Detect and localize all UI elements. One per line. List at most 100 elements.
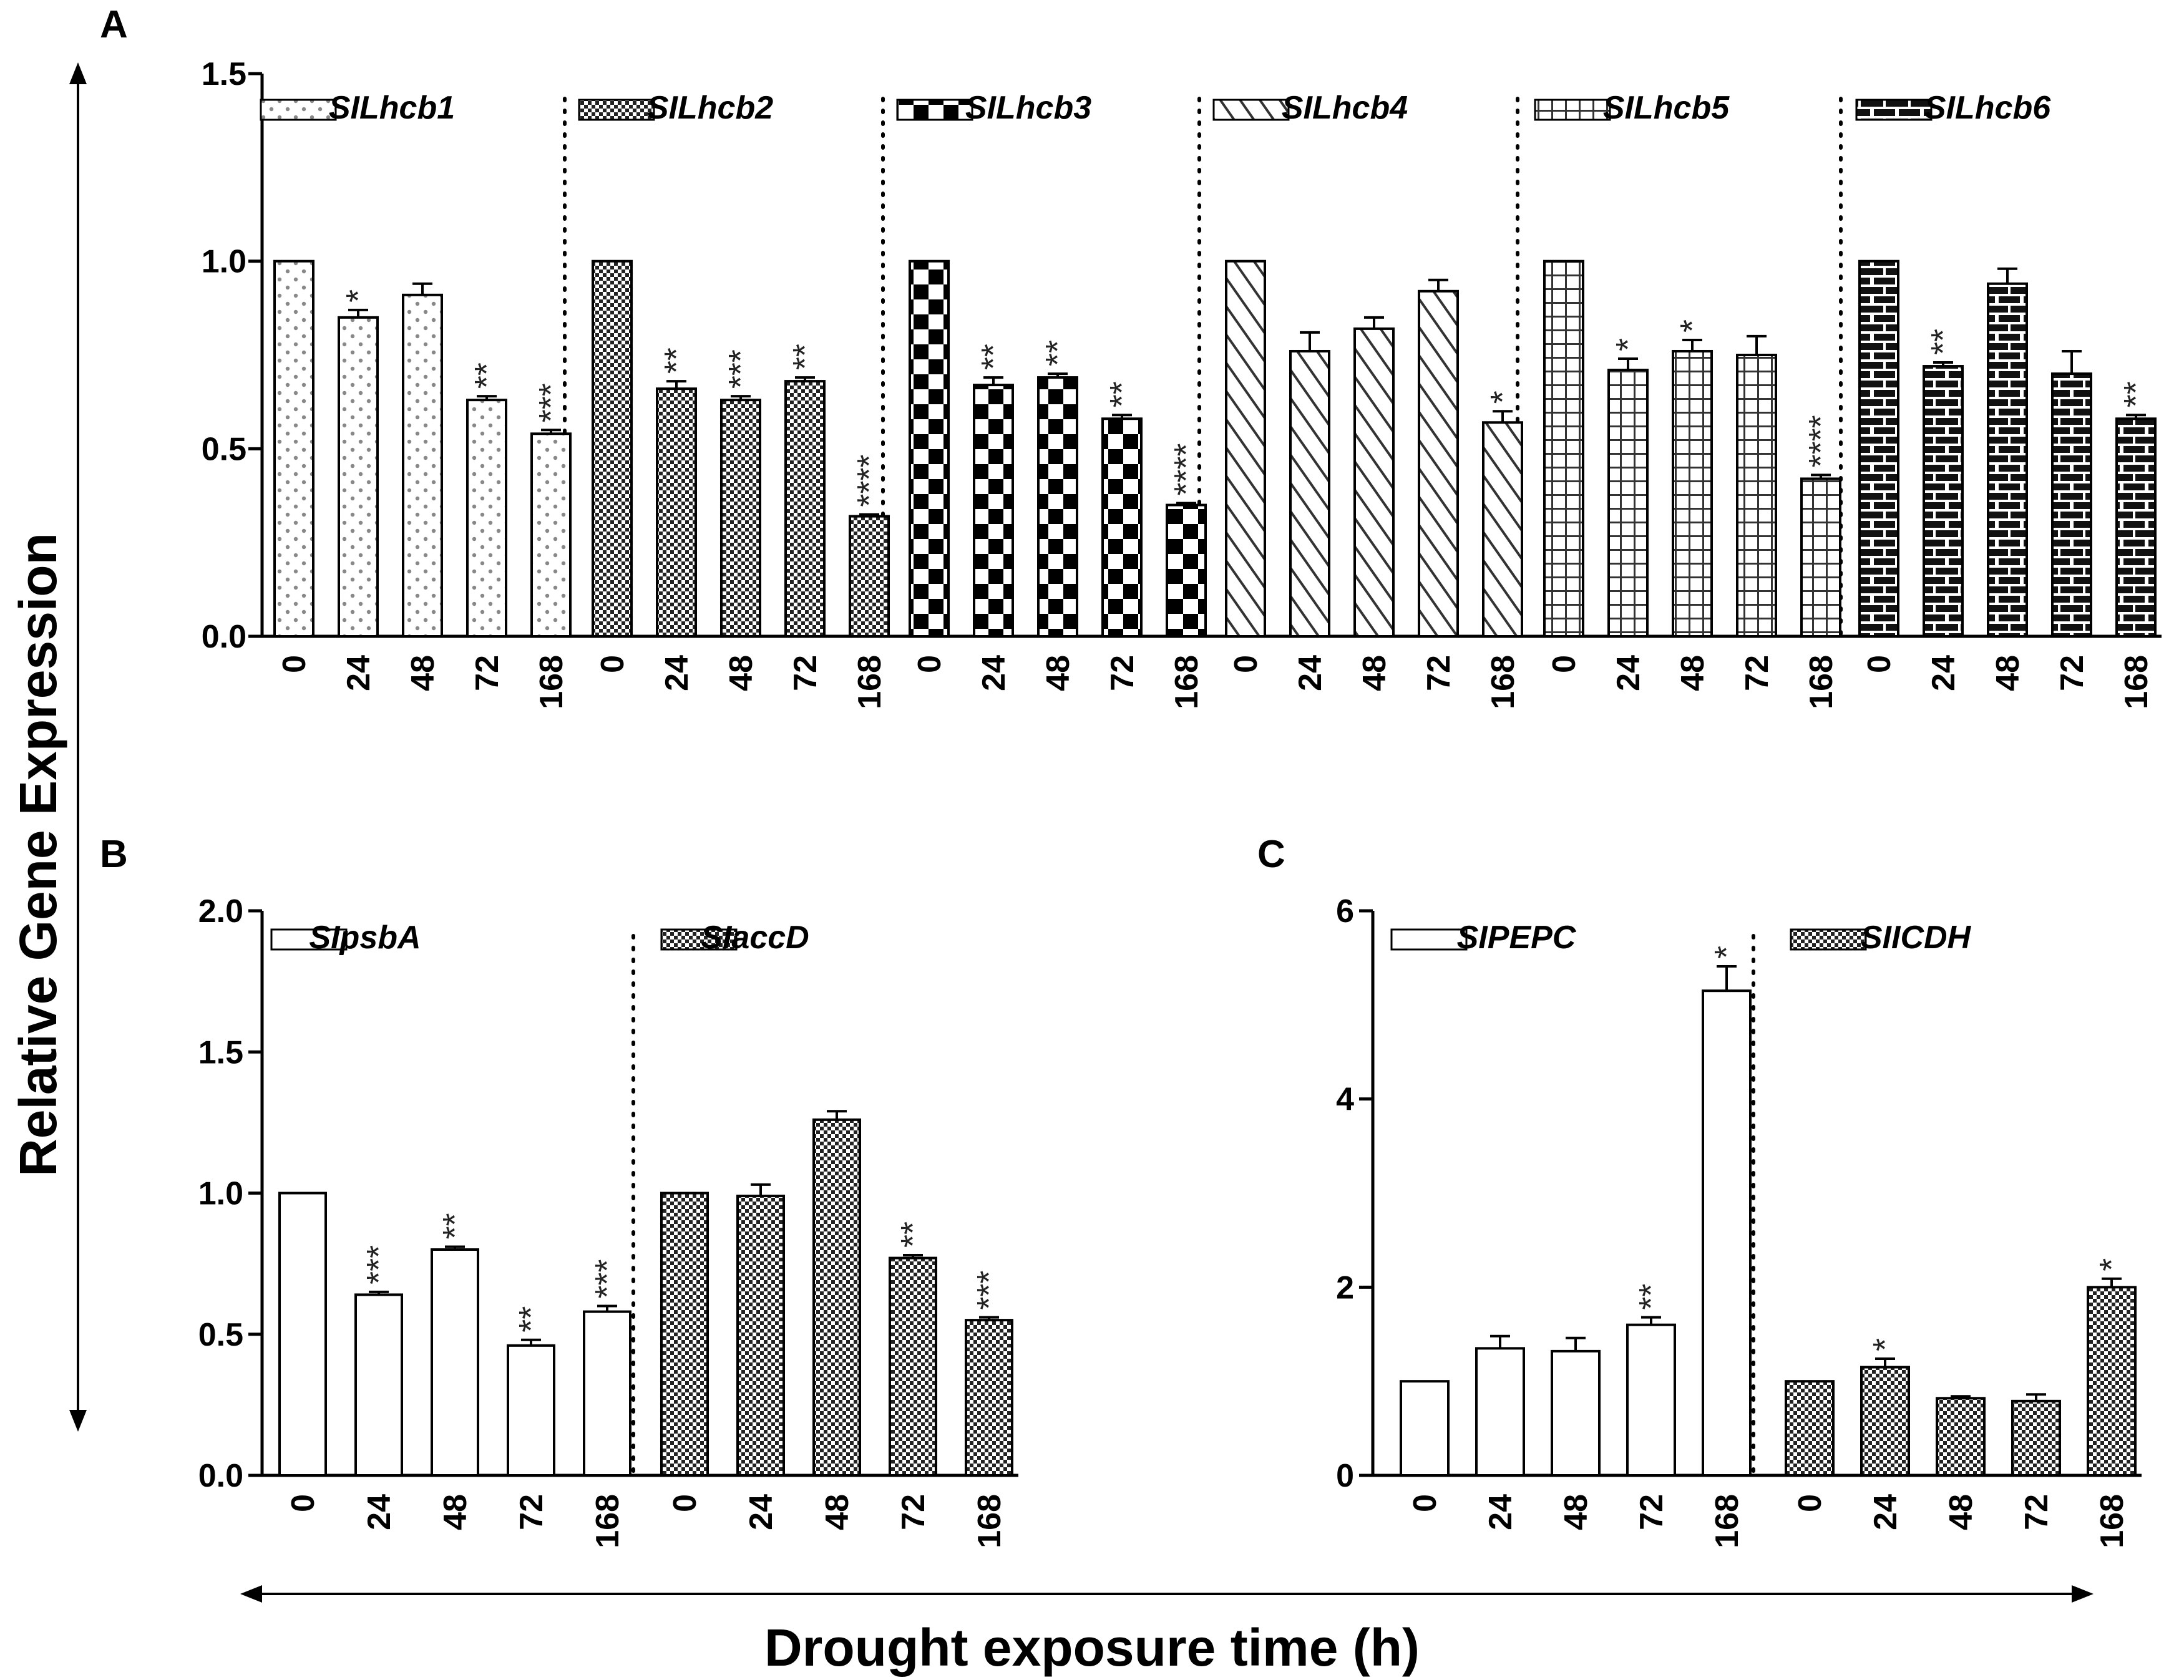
- significance-label: *: [1609, 338, 1647, 351]
- bar: [909, 260, 950, 638]
- bar: [1225, 260, 1266, 638]
- y-tick-label: 4: [1336, 1082, 1354, 1118]
- bar: [1551, 1349, 1601, 1477]
- legend-swatch: [1790, 928, 1867, 951]
- bar: [889, 1256, 937, 1477]
- category-label: 168: [534, 655, 570, 709]
- significance-label: **: [1039, 340, 1076, 366]
- panel-letter-c: C: [1257, 833, 1285, 876]
- category-label: 168: [972, 1494, 1008, 1548]
- bar: [1353, 327, 1395, 638]
- bar: [583, 1310, 631, 1477]
- significance-label: ***: [970, 1271, 1008, 1310]
- x-axis-arrow: [240, 1585, 2094, 1603]
- category-label: 48: [1357, 655, 1393, 691]
- significance-label: *: [1708, 946, 1745, 959]
- category-label: 72: [1634, 1494, 1670, 1530]
- significance-label: ****: [1168, 443, 1205, 495]
- category-label: 48: [405, 655, 441, 691]
- legend-swatch: [660, 928, 738, 951]
- significance-label: **: [2117, 381, 2155, 407]
- bar: [656, 387, 697, 638]
- bar: [1858, 260, 1899, 638]
- category-label: 0: [1792, 1494, 1828, 1512]
- y-tick-label: 0.0: [202, 619, 246, 655]
- category-label: 0: [276, 655, 313, 673]
- bar: [1418, 289, 1459, 638]
- bar: [1923, 365, 1964, 638]
- category-label: 72: [1421, 655, 1457, 691]
- bar: [973, 384, 1014, 638]
- category-label: 72: [1104, 655, 1141, 691]
- bar: [1607, 369, 1649, 638]
- category-label: 72: [787, 655, 824, 691]
- bar: [812, 1118, 861, 1477]
- category-label: 72: [2019, 1494, 2055, 1530]
- bar: [338, 316, 379, 638]
- legend-label: SIICDH: [1861, 920, 1972, 956]
- legend-label: SIpsbA: [309, 920, 421, 956]
- significance-label: *: [2093, 1258, 2130, 1271]
- category-label: 24: [361, 1494, 397, 1530]
- y-tick-label: 1.5: [198, 1034, 243, 1071]
- bar: [1166, 503, 1207, 638]
- legend-label: SILhcb5: [1603, 90, 1730, 126]
- bar: [1475, 1347, 1525, 1477]
- category-label: 48: [1990, 655, 2026, 691]
- y-tick-label: 0.0: [198, 1458, 243, 1494]
- bar: [592, 260, 633, 638]
- bar: [1482, 421, 1523, 638]
- y-axis-title: Relative Gene Expression: [9, 533, 67, 1177]
- category-label: 24: [743, 1494, 779, 1530]
- significance-label: ***: [532, 383, 570, 422]
- bar: [1289, 349, 1330, 638]
- y-tick-label: 0.5: [198, 1317, 243, 1353]
- legend-label: SIPEPC: [1457, 920, 1577, 956]
- bar: [2011, 1399, 2061, 1477]
- category-label: 72: [469, 655, 505, 691]
- legend-label: SILhcb4: [1282, 90, 1408, 126]
- category-label: 0: [1546, 655, 1582, 673]
- bar: [507, 1344, 555, 1477]
- legend-label: SILhcb1: [329, 90, 455, 126]
- significance-label: **: [512, 1306, 550, 1333]
- category-label: 24: [1926, 655, 1962, 691]
- bar: [660, 1192, 709, 1477]
- significance-label: **: [468, 362, 505, 389]
- significance-label: *: [1484, 391, 1521, 404]
- legend-swatch: [896, 99, 973, 121]
- bar: [784, 380, 826, 638]
- category-label: 0: [667, 1494, 703, 1512]
- category-label: 0: [912, 655, 948, 673]
- category-label: 24: [659, 655, 695, 691]
- bar: [849, 515, 890, 638]
- bar: [736, 1195, 785, 1477]
- significance-label: ****: [851, 455, 888, 507]
- bar: [273, 260, 314, 638]
- category-label: 168: [1169, 655, 1205, 709]
- category-label: 168: [1485, 655, 1521, 709]
- y-tick-label: 2.0: [198, 893, 243, 930]
- significance-label: ***: [360, 1245, 397, 1284]
- category-label: 24: [1483, 1494, 1519, 1530]
- significance-label: ***: [588, 1259, 626, 1298]
- bar: [1800, 477, 1841, 638]
- category-label: 48: [1558, 1494, 1594, 1530]
- legend-swatch: [1534, 99, 1611, 121]
- y-tick-label: 0.5: [202, 431, 246, 467]
- bar: [1626, 1323, 1676, 1477]
- y-tick-label: 1.5: [202, 56, 246, 92]
- panel-letter-a: A: [100, 3, 128, 46]
- bar: [530, 432, 572, 638]
- category-label: 72: [2054, 655, 2090, 691]
- y-tick-label: 0: [1336, 1458, 1354, 1494]
- significance-label: **: [894, 1221, 932, 1248]
- category-label: 48: [1943, 1494, 1979, 1530]
- category-label: 0: [285, 1494, 321, 1512]
- category-label: 168: [2094, 1494, 2130, 1548]
- bar: [1987, 282, 2028, 638]
- category-label: 168: [1709, 1494, 1745, 1548]
- y-tick-label: 6: [1336, 893, 1354, 930]
- category-label: 168: [1803, 655, 1840, 709]
